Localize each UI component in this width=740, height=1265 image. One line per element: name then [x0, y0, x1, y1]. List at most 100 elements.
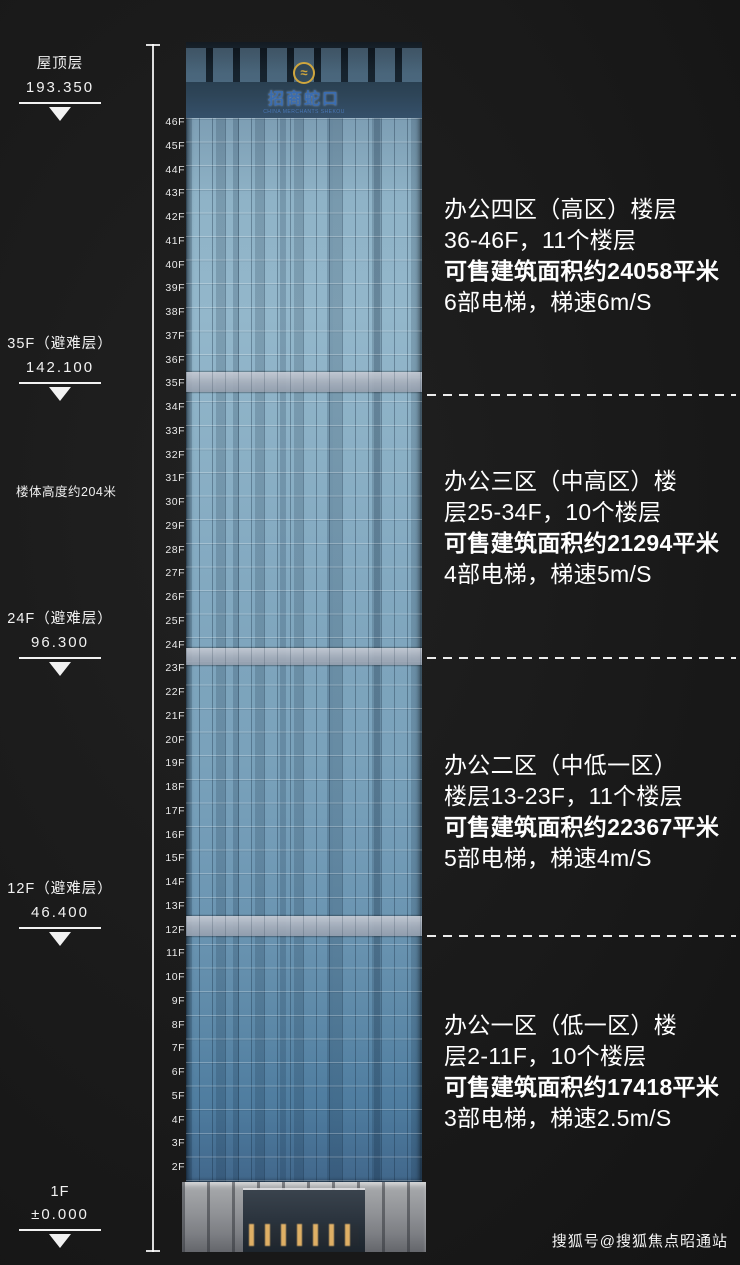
- refuge-floor-band-35f: [186, 372, 422, 392]
- zone-elevators: 5部电梯，梯速4m/S: [444, 845, 652, 871]
- zone-area: 可售建筑面积约24058平米: [444, 258, 720, 284]
- elevation-marker-1f: 1F ±0.000: [0, 1184, 120, 1248]
- floor-label: 25F: [165, 614, 185, 627]
- floor-label: 10F: [165, 971, 185, 983]
- floor-label: 4F: [171, 1113, 185, 1126]
- floor-label: 32F: [165, 448, 185, 461]
- zone-separator-dashed-line: [427, 394, 736, 396]
- floor-label: 6F: [171, 1066, 185, 1078]
- zone-area: 可售建筑面积约21294平米: [444, 530, 720, 556]
- floor-label: 39F: [165, 282, 185, 295]
- marker-label: 35F（避难层）: [7, 336, 113, 352]
- floor-label: 29F: [165, 519, 185, 532]
- tower-crown: ≈ 招商蛇口 CHINA MERCHANTS SHEKOU: [186, 42, 422, 118]
- floor-label: 17F: [165, 804, 185, 817]
- floor-label: 19F: [165, 757, 185, 770]
- watermark-sohu-account: 搜狐号@搜狐焦点昭通站: [551, 1233, 728, 1250]
- marker-label: 12F（避难层）: [7, 881, 113, 897]
- marker-elevation-value: ±0.000: [31, 1206, 89, 1223]
- marker-label: 1F: [50, 1184, 70, 1200]
- floor-label: 40F: [165, 258, 185, 271]
- zone-info-office-4: 办公四区（高区）楼层 36-46F，11个楼层 可售建筑面积约24058平米 6…: [444, 194, 738, 318]
- zone-floors: 36-46F，11个楼层: [444, 227, 637, 253]
- brand-logo: ≈ 招商蛇口 CHINA MERCHANTS SHEKOU: [256, 62, 352, 115]
- floor-label: 27F: [165, 567, 185, 580]
- floor-label: 43F: [165, 187, 185, 200]
- brand-logo-text: 招商蛇口: [267, 91, 340, 108]
- zone-separator-dashed-line: [427, 935, 736, 937]
- marker-elevation-value: 46.400: [31, 904, 89, 921]
- tower-glass-facade: [186, 42, 422, 1182]
- floor-label: 16F: [165, 828, 185, 841]
- zone-floors: 层25-34F，10个楼层: [444, 499, 662, 525]
- floor-label: 11F: [166, 947, 185, 960]
- marker-elevation-value: 96.300: [31, 634, 89, 651]
- marker-underline: [19, 657, 101, 659]
- zone-separator-dashed-line: [427, 657, 736, 659]
- zone-elevators: 4部电梯，梯速5m/S: [444, 561, 652, 587]
- floor-label: 8F: [171, 1018, 185, 1031]
- floor-label: 5F: [171, 1089, 185, 1102]
- zone-title: 办公一区（低一区）楼: [444, 1012, 677, 1038]
- marker-elevation-value: 142.100: [25, 359, 95, 376]
- floor-label: 46F: [165, 116, 185, 128]
- floor-label: 26F: [165, 591, 185, 603]
- building-height-note: 楼体高度约204米: [16, 485, 117, 499]
- elevation-marker-35f: 35F（避难层） 142.100: [0, 332, 120, 401]
- floor-label: 30F: [165, 496, 185, 508]
- floor-label: 13F: [165, 899, 185, 912]
- zone-area: 可售建筑面积约17418平米: [444, 1074, 720, 1100]
- floor-label: 38F: [165, 306, 185, 318]
- floor-label: 9F: [171, 994, 185, 1007]
- down-triangle-icon: [49, 1234, 71, 1248]
- marker-underline: [19, 927, 101, 929]
- refuge-floor-band-24f: [186, 648, 422, 665]
- zone-title: 办公四区（高区）楼层: [444, 196, 677, 222]
- tower-illustration: ≈ 招商蛇口 CHINA MERCHANTS SHEKOU: [182, 42, 426, 1252]
- down-triangle-icon: [49, 107, 71, 121]
- marker-elevation-value: 193.350: [25, 79, 95, 96]
- floor-label: 20F: [165, 733, 185, 746]
- lobby-entrance: [243, 1190, 365, 1252]
- zone-floors: 层2-11F，10个楼层: [444, 1043, 647, 1069]
- floor-label: 35F: [165, 377, 185, 390]
- floor-label: 37F: [165, 329, 185, 342]
- floor-label: 23F: [165, 662, 185, 675]
- dimension-ruler-line: [146, 44, 160, 1252]
- marker-label: 屋顶层: [36, 56, 84, 72]
- down-triangle-icon: [49, 387, 71, 401]
- zone-info-office-3: 办公三区（中高区）楼 层25-34F，10个楼层 可售建筑面积约21294平米 …: [444, 466, 738, 590]
- floor-label: 2F: [171, 1161, 185, 1173]
- floor-label: 36F: [165, 353, 185, 366]
- floor-label: 28F: [165, 543, 185, 556]
- elevation-marker-12f: 12F（避难层） 46.400: [0, 877, 120, 946]
- floor-label: 41F: [165, 234, 185, 247]
- brand-logo-subtext: CHINA MERCHANTS SHEKOU: [263, 109, 345, 115]
- elevation-marker-roof: 屋顶层 193.350: [0, 52, 120, 121]
- floor-label: 31F: [165, 472, 185, 485]
- down-triangle-icon: [49, 932, 71, 946]
- floor-label-column: 46F 45F 44F 43F 42F 41F 40F 39F 38F 37F 36F 35F 34F 3…: [154, 117, 185, 1173]
- marker-label: 24F（避难层）: [7, 611, 113, 627]
- floor-label: 24F: [165, 638, 185, 651]
- zone-elevators: 3部电梯，梯速2.5m/S: [444, 1105, 672, 1131]
- refuge-floor-band-12f: [186, 916, 422, 936]
- floor-label: 3F: [171, 1137, 185, 1150]
- floor-label: 42F: [165, 211, 185, 223]
- floor-label: 14F: [165, 876, 185, 888]
- podium-lobby: [182, 1182, 426, 1252]
- zone-info-office-2: 办公二区（中低一区） 楼层13-23F，11个楼层 可售建筑面积约22367平米…: [444, 750, 738, 874]
- marker-underline: [19, 1229, 101, 1231]
- zone-floors: 楼层13-23F，11个楼层: [444, 783, 683, 809]
- zone-area: 可售建筑面积约22367平米: [444, 814, 720, 840]
- down-triangle-icon: [49, 662, 71, 676]
- zone-title: 办公三区（中高区）楼: [444, 468, 677, 494]
- zone-elevators: 6部电梯，梯速6m/S: [444, 289, 652, 315]
- floor-label: 15F: [165, 852, 185, 865]
- floor-label: 44F: [165, 163, 185, 176]
- floor-label: 33F: [165, 424, 185, 437]
- floor-label: 45F: [165, 139, 185, 152]
- zone-title: 办公二区（中低一区）: [444, 752, 677, 778]
- floor-label: 18F: [165, 781, 185, 793]
